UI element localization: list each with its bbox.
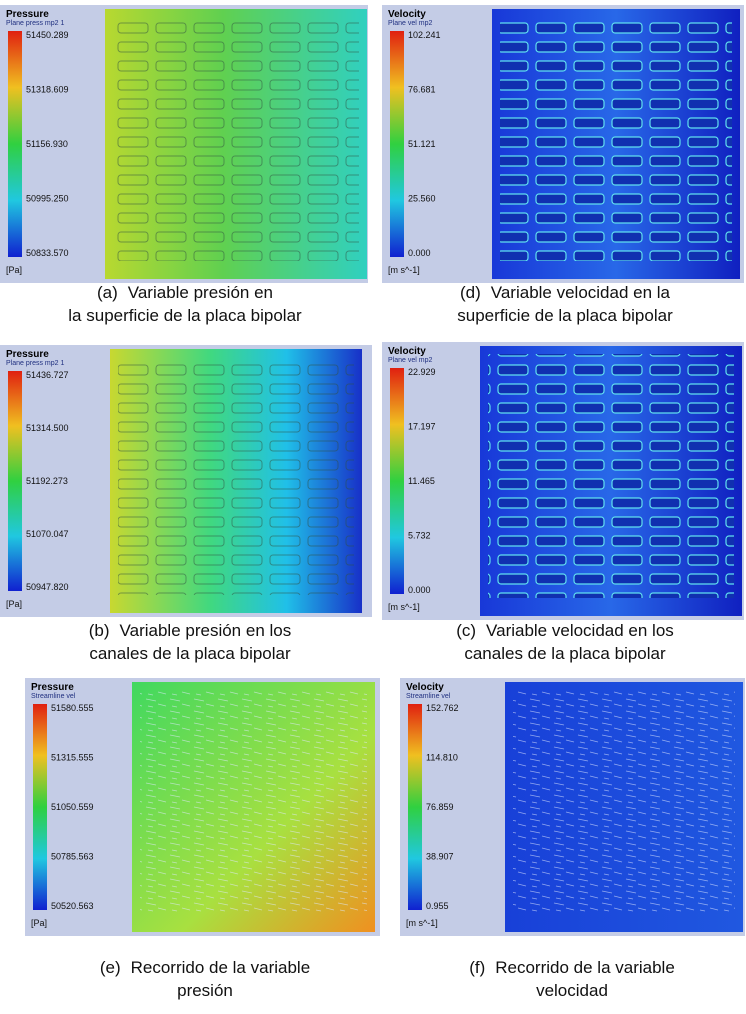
colorbar-tick-label: 50785.563	[51, 852, 94, 862]
legend-unit: [Pa]	[31, 918, 47, 928]
colorbar-tick-label: 51450.289	[26, 30, 69, 40]
caption: (c) Variable velocidad en los	[456, 621, 674, 640]
caption: (e) Recorrido de la variable	[100, 958, 310, 977]
colorbar-tick-label: 50520.563	[51, 901, 94, 911]
channels	[500, 17, 732, 261]
colorbar-tick-label: 50833.570	[26, 248, 69, 258]
colorbar-tick-label: 0.000	[408, 585, 431, 595]
colorbar-tick-label: 22.929	[408, 367, 436, 377]
caption-line: Variable velocidad en los	[486, 621, 674, 640]
caption-line: Variable presión en los	[120, 621, 292, 640]
colorbar-tick-label: 76.859	[426, 802, 454, 812]
colorbar	[390, 31, 404, 257]
legend-title: Pressure	[31, 682, 74, 693]
channels	[513, 690, 735, 914]
caption-line: canales de la placa bipolar	[464, 644, 666, 663]
colorbar-tick-label: 11.465	[408, 476, 435, 486]
colorbar-tick-label: 25.560	[408, 194, 436, 204]
colorbar-tick-label: 51318.609	[26, 85, 69, 95]
colorbar-tick-label: 51.121	[408, 139, 436, 149]
legend-subtitle: Plane vel mp2	[388, 20, 432, 27]
legend-subtitle: Streamline vel	[406, 693, 451, 700]
caption-label: (b)	[89, 621, 110, 640]
colorbar-tick-label: 0.955	[426, 901, 449, 911]
colorbar-tick-label: 51192.273	[26, 476, 68, 486]
legend-subtitle: Plane vel mp2	[388, 357, 432, 364]
colorbar-tick-label: 76.681	[408, 85, 436, 95]
colorbar-tick-label: 51070.047	[26, 529, 69, 539]
channels	[118, 357, 354, 595]
colorbar	[8, 371, 22, 591]
colorbar-tick-label: 0.000	[408, 248, 431, 258]
legend-subtitle: Streamline vel	[31, 693, 76, 700]
legend-title: Pressure	[6, 349, 49, 360]
colorbar	[408, 704, 422, 910]
caption-label: (d)	[460, 283, 481, 302]
figure: PressurePlane press mp2 151450.28951318.…	[0, 0, 746, 1014]
legend-title: Velocity	[388, 9, 426, 20]
caption-line: Variable presión en	[128, 283, 273, 302]
channels	[140, 690, 367, 914]
colorbar-tick-label: 38.907	[426, 852, 454, 862]
colorbar-tick-label: 51580.555	[51, 703, 94, 713]
caption-line: Recorrido de la variable	[495, 958, 675, 977]
colorbar-tick-label: 51314.500	[26, 423, 69, 433]
caption-line: velocidad	[536, 981, 608, 1000]
colorbar-tick-label: 152.762	[426, 703, 459, 713]
legend-unit: [Pa]	[6, 265, 22, 275]
legend-subtitle: Plane press mp2 1	[6, 360, 64, 367]
caption-line: Recorrido de la variable	[131, 958, 311, 977]
legend-unit: [Pa]	[6, 599, 22, 609]
caption: (f) Recorrido de la variable	[469, 958, 675, 977]
colorbar-tick-label: 51050.559	[51, 802, 94, 812]
channels	[113, 17, 359, 261]
colorbar-tick-label: 50947.820	[26, 582, 69, 592]
caption-line: la superficie de la placa bipolar	[68, 306, 302, 325]
caption: (b) Variable presión en los	[89, 621, 291, 640]
colorbar-tick-label: 51156.930	[26, 139, 68, 149]
caption-label: (f)	[469, 958, 485, 977]
colorbar	[8, 31, 22, 257]
legend-title: Pressure	[6, 9, 49, 20]
colorbar-tick-label: 51436.727	[26, 370, 69, 380]
colorbar-tick-label: 5.732	[408, 531, 431, 541]
caption-label: (c)	[456, 621, 476, 640]
caption-label: (e)	[100, 958, 121, 977]
caption: (d) Variable velocidad en la	[460, 283, 671, 302]
legend-title: Velocity	[406, 682, 444, 693]
colorbar-tick-label: 114.810	[426, 753, 458, 763]
colorbar-tick-label: 17.197	[408, 422, 436, 432]
colorbar-tick-label: 51315.555	[51, 753, 94, 763]
legend-unit: [m s^-1]	[388, 602, 420, 612]
caption-label: (a)	[97, 283, 118, 302]
colorbar-tick-label: 50995.250	[26, 194, 69, 204]
legend-subtitle: Plane press mp2 1	[6, 20, 64, 27]
colorbar	[390, 368, 404, 594]
legend-unit: [m s^-1]	[406, 918, 438, 928]
legend-title: Velocity	[388, 346, 426, 357]
caption-line: superficie de la placa bipolar	[457, 306, 673, 325]
caption-line: presión	[177, 981, 233, 1000]
caption: (a) Variable presión en	[97, 283, 273, 302]
page: {"panels": [ {"legend": {"title": "Press…	[0, 0, 746, 1014]
caption-line: canales de la placa bipolar	[89, 644, 291, 663]
colorbar	[33, 704, 47, 910]
channels	[488, 354, 734, 598]
legend-unit: [m s^-1]	[388, 265, 420, 275]
caption-line: Variable velocidad en la	[491, 283, 671, 302]
colorbar-tick-label: 102.241	[408, 30, 441, 40]
